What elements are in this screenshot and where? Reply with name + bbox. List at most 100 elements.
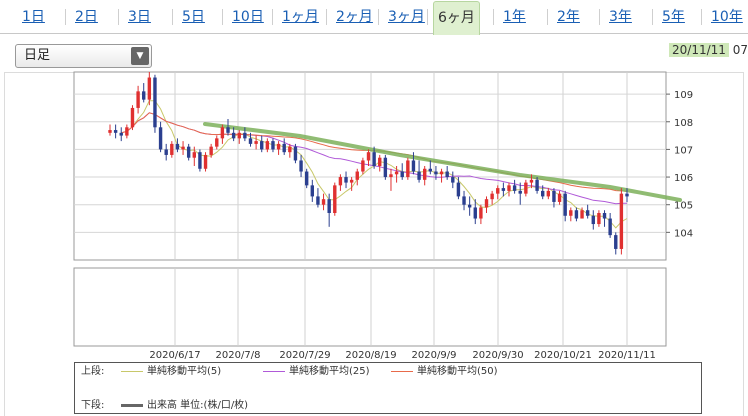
tab-separator — [272, 9, 273, 25]
candle-body — [276, 143, 281, 150]
candle-body — [614, 235, 618, 249]
candle-body — [428, 168, 433, 172]
candle-body — [473, 207, 477, 219]
tab-12[interactable]: 5年 — [662, 9, 685, 25]
candle-body — [282, 143, 286, 153]
candle-body — [518, 190, 522, 194]
candle-body — [535, 179, 539, 191]
tab-8[interactable]: 6ヶ月 — [433, 1, 480, 35]
candle-body — [299, 160, 303, 172]
tab-separator — [65, 9, 66, 25]
candle-body — [524, 182, 528, 194]
candle-body — [569, 210, 573, 216]
candle-body — [147, 77, 152, 100]
y-tick-label: 106 — [674, 173, 693, 184]
candle-body — [142, 91, 146, 100]
tab-5[interactable]: 1ヶ月 — [282, 9, 319, 25]
x-tick-label: 2020/11/11 — [598, 350, 656, 361]
candle-body — [619, 193, 624, 249]
tab-separator — [701, 9, 702, 25]
latest-date: 20/11/11 — [669, 43, 729, 57]
y-tick-label: 107 — [674, 145, 693, 156]
candle-body — [310, 185, 315, 197]
candle-body — [411, 160, 416, 172]
candle-body — [170, 143, 174, 155]
tab-9[interactable]: 1年 — [503, 9, 526, 25]
candle-body — [451, 177, 455, 183]
candle-body — [563, 193, 567, 216]
tab-3[interactable]: 5日 — [182, 9, 205, 25]
tab-separator — [493, 9, 494, 25]
price-panel — [73, 71, 667, 261]
tab-4[interactable]: 10日 — [232, 9, 264, 25]
interval-select[interactable]: 日足 ▼ — [15, 44, 152, 68]
candle-body — [574, 210, 579, 219]
legend-label-volume: 出来高 単位:(株/口/枚) — [147, 400, 249, 411]
candle-body — [400, 171, 404, 178]
candle-body — [456, 182, 461, 197]
candle-body — [434, 171, 438, 175]
y-tick-label: 104 — [674, 228, 693, 239]
tab-11[interactable]: 3年 — [609, 9, 632, 25]
legend-label-sma50: 単純移動平均(50) — [417, 366, 498, 377]
candle-body — [265, 141, 270, 150]
candle-body — [501, 188, 506, 191]
candle-body — [383, 157, 388, 178]
tab-2[interactable]: 3日 — [128, 9, 151, 25]
candle-body — [209, 146, 213, 155]
latest-time: 07:3 — [732, 43, 748, 57]
candle-body — [215, 138, 219, 147]
candle-body — [378, 157, 382, 166]
tab-separator — [172, 9, 173, 25]
candle-body — [248, 138, 253, 144]
candle-body — [338, 177, 343, 186]
volume-panel — [73, 267, 667, 347]
tab-7[interactable]: 3ヶ月 — [388, 9, 425, 25]
candle-body — [546, 190, 551, 197]
tab-10[interactable]: 2年 — [557, 9, 580, 25]
chevron-down-icon[interactable]: ▼ — [131, 47, 149, 65]
candle-body — [113, 130, 118, 133]
candle-body — [130, 107, 135, 128]
tab-6[interactable]: 2ヶ月 — [336, 9, 373, 25]
candle-body — [479, 207, 483, 219]
x-tick-label: 2020/8/19 — [345, 350, 396, 361]
legend-swatch-sma5 — [121, 370, 143, 372]
candle-body — [344, 177, 348, 183]
candle-body — [119, 132, 123, 136]
candle-body — [158, 127, 163, 150]
legend-item-sma50: 単純移動平均(50) — [391, 365, 498, 379]
x-tick-label: 2020/7/8 — [216, 350, 261, 361]
candle-body — [366, 152, 371, 161]
tab-13[interactable]: 10年 — [711, 9, 743, 25]
candle-body — [243, 132, 247, 139]
candle-body — [254, 141, 258, 144]
candle-body — [316, 196, 320, 205]
candle-body — [552, 190, 556, 202]
y-tick-label: 109 — [674, 90, 693, 101]
legend-swatch-sma25 — [263, 370, 285, 372]
tab-separator — [652, 9, 653, 25]
candle-body — [304, 171, 309, 186]
tab-separator — [599, 9, 600, 25]
candle-body — [175, 143, 180, 150]
tab-1[interactable]: 2日 — [75, 9, 98, 25]
candle-body — [439, 171, 444, 175]
candle-body — [422, 168, 427, 180]
candle-body — [220, 127, 225, 139]
candle-body — [490, 193, 494, 200]
candle-body — [406, 160, 410, 178]
tab-separator — [326, 9, 327, 25]
tab-separator — [427, 9, 428, 25]
candle-body — [591, 215, 595, 225]
candle-body — [361, 160, 365, 172]
candle-body — [372, 152, 376, 166]
x-tick-label: 2020/6/17 — [149, 350, 200, 361]
tab-0[interactable]: 1日 — [22, 9, 45, 25]
tab-separator — [118, 9, 119, 25]
y-tick-label: 105 — [674, 201, 693, 212]
candle-body — [327, 199, 331, 213]
tab-separator — [378, 9, 379, 25]
candle-body — [153, 77, 157, 128]
